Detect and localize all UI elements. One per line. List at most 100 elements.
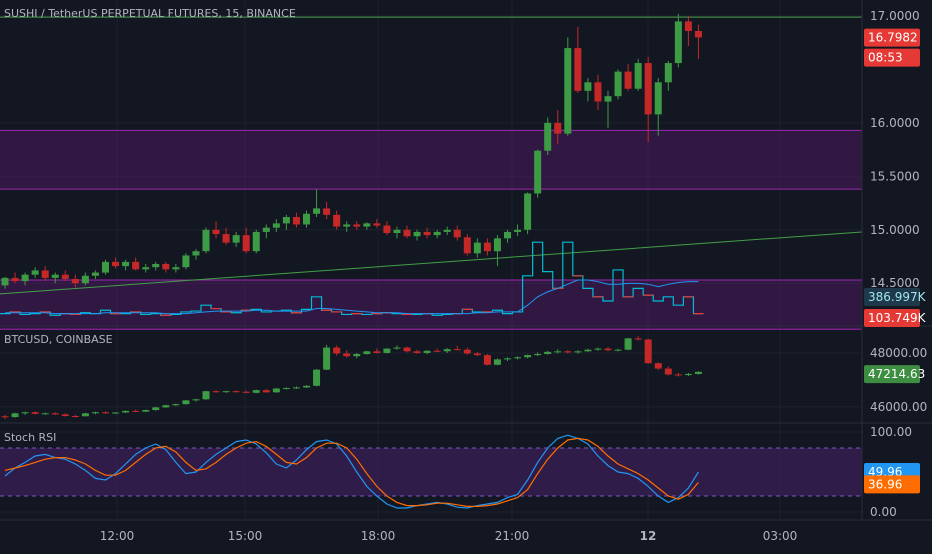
- btc-candle[interactable]: [172, 404, 180, 406]
- btc-candle[interactable]: [544, 351, 552, 355]
- btc-candle[interactable]: [343, 353, 351, 357]
- btc-candle[interactable]: [373, 351, 381, 353]
- btc-candle[interactable]: [41, 413, 49, 415]
- sushi-candle[interactable]: [544, 122, 552, 151]
- btc-candle[interactable]: [383, 348, 391, 353]
- btc-candle[interactable]: [11, 413, 19, 418]
- btc-candle[interactable]: [493, 359, 501, 365]
- btc-candle[interactable]: [614, 349, 622, 351]
- btc-candle[interactable]: [202, 391, 210, 400]
- btc-candle[interactable]: [132, 410, 140, 412]
- sushi-candle[interactable]: [21, 274, 29, 282]
- sushi-candle[interactable]: [272, 223, 280, 228]
- sushi-candle[interactable]: [51, 274, 59, 278]
- sushi-candle[interactable]: [604, 96, 612, 102]
- sushi-candle[interactable]: [242, 235, 250, 252]
- sushi-candle[interactable]: [162, 264, 170, 270]
- sushi-candle[interactable]: [102, 261, 109, 273]
- sushi-candle[interactable]: [122, 261, 130, 267]
- btc-candle[interactable]: [272, 388, 280, 393]
- btc-candle[interactable]: [353, 354, 361, 357]
- btc-candle[interactable]: [453, 349, 461, 351]
- sushi-candle[interactable]: [11, 277, 19, 282]
- btc-candle[interactable]: [483, 355, 491, 365]
- btc-candle[interactable]: [182, 400, 190, 405]
- btc-candle[interactable]: [443, 349, 451, 352]
- stoch-rsi-pane[interactable]: [0, 434, 862, 509]
- btc-candle[interactable]: [152, 407, 160, 411]
- btc-candle[interactable]: [292, 387, 300, 389]
- supply-zone[interactable]: [0, 280, 862, 330]
- sushi-candle[interactable]: [363, 223, 371, 227]
- sushi-candle[interactable]: [152, 264, 160, 268]
- sushi-candle[interactable]: [694, 30, 702, 38]
- supply-zone[interactable]: [0, 130, 862, 190]
- sushi-candle[interactable]: [182, 255, 190, 268]
- sushi-candle[interactable]: [674, 21, 682, 64]
- btc-candle[interactable]: [232, 391, 240, 393]
- sushi-candle[interactable]: [393, 229, 401, 234]
- sushi-candle[interactable]: [313, 208, 321, 214]
- btc-candle[interactable]: [574, 351, 582, 353]
- sushi-candle[interactable]: [323, 208, 331, 215]
- btc-candle[interactable]: [423, 350, 431, 353]
- sushi-candle[interactable]: [504, 231, 511, 239]
- sushi-candle[interactable]: [282, 216, 290, 224]
- sushi-candle[interactable]: [61, 274, 69, 279]
- btc-candle[interactable]: [282, 387, 290, 389]
- btc-candle[interactable]: [51, 413, 59, 415]
- sushi-candle[interactable]: [132, 261, 140, 270]
- sushi-candle[interactable]: [202, 229, 210, 252]
- sushi-candle[interactable]: [463, 237, 471, 254]
- btc-candle[interactable]: [91, 412, 99, 414]
- btc-candle[interactable]: [534, 354, 542, 356]
- sushi-candle[interactable]: [41, 270, 49, 278]
- btc-candle[interactable]: [21, 412, 29, 414]
- btc-candle[interactable]: [694, 371, 702, 374]
- btc-candle[interactable]: [554, 351, 562, 353]
- sushi-candle[interactable]: [413, 231, 421, 237]
- sushi-candle[interactable]: [654, 82, 662, 115]
- sushi-candle[interactable]: [383, 225, 391, 234]
- sushi-candle[interactable]: [333, 214, 341, 227]
- btc-candle[interactable]: [634, 338, 642, 340]
- sushi-candle[interactable]: [353, 224, 361, 227]
- btc-candle[interactable]: [262, 390, 270, 393]
- btc-candle[interactable]: [473, 353, 481, 356]
- sushi-candle[interactable]: [403, 229, 411, 237]
- sushi-candle[interactable]: [222, 234, 230, 243]
- btc-candle[interactable]: [112, 412, 120, 414]
- sushi-candle[interactable]: [343, 224, 351, 227]
- btc-candle[interactable]: [564, 351, 572, 353]
- btc-candle[interactable]: [504, 358, 511, 360]
- sushi-candle[interactable]: [423, 231, 431, 236]
- sushi-candle[interactable]: [493, 238, 501, 252]
- btc-candle[interactable]: [654, 363, 662, 369]
- sushi-candle[interactable]: [292, 216, 300, 225]
- trendline[interactable]: [0, 231, 863, 295]
- sushi-pane[interactable]: [0, 13, 863, 330]
- btc-candle[interactable]: [433, 350, 441, 352]
- btc-candle[interactable]: [142, 410, 150, 412]
- btc-candle[interactable]: [524, 355, 532, 358]
- sushi-candle[interactable]: [112, 261, 120, 267]
- btc-candle[interactable]: [61, 414, 69, 416]
- btc-candle[interactable]: [463, 349, 471, 354]
- sushi-candle[interactable]: [574, 48, 582, 91]
- sushi-candle[interactable]: [584, 82, 592, 91]
- sushi-candle[interactable]: [514, 229, 522, 232]
- btc-candle[interactable]: [222, 391, 230, 393]
- sushi-candle[interactable]: [614, 71, 622, 97]
- btc-candle[interactable]: [584, 349, 592, 352]
- btc-candle[interactable]: [664, 368, 672, 375]
- btc-candle[interactable]: [192, 399, 200, 401]
- btc-candle[interactable]: [102, 412, 109, 414]
- btc-candle[interactable]: [514, 357, 522, 359]
- sushi-candle[interactable]: [373, 223, 381, 226]
- sushi-candle[interactable]: [212, 229, 220, 235]
- btc-candle[interactable]: [684, 373, 692, 376]
- sushi-candle[interactable]: [303, 213, 310, 225]
- sushi-candle[interactable]: [524, 193, 532, 230]
- btc-candle[interactable]: [242, 391, 250, 393]
